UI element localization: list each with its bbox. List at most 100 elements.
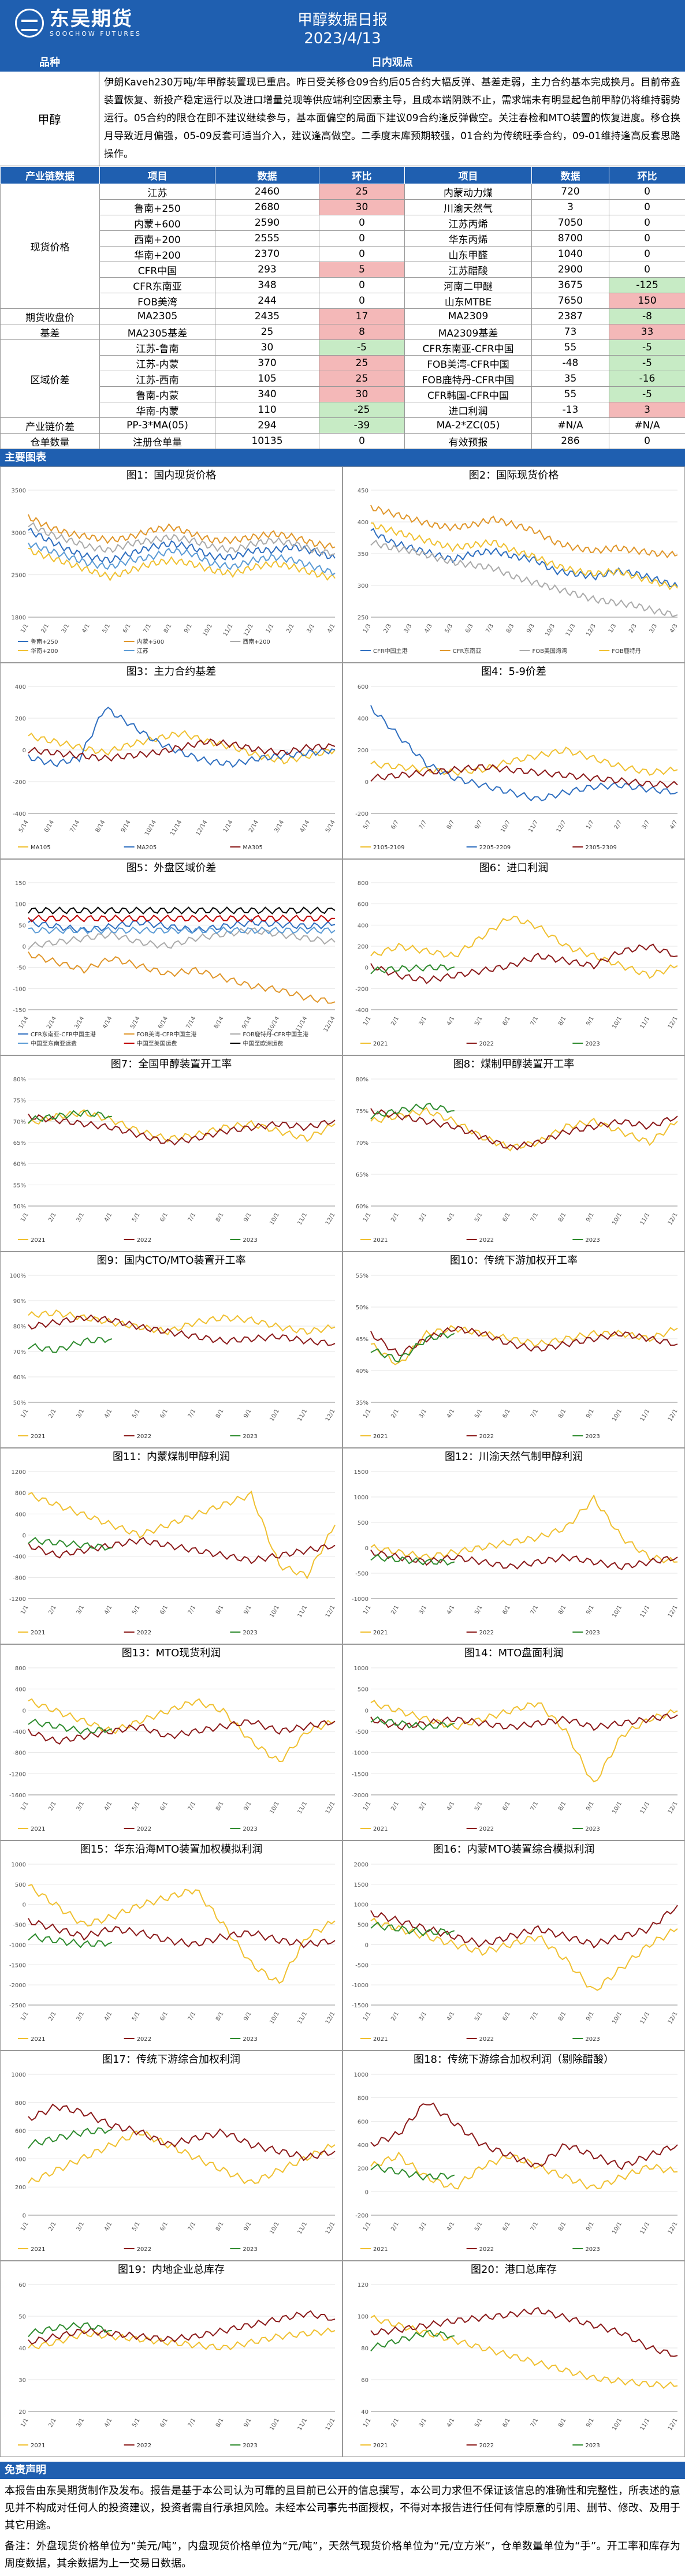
x-tick-label: 5/1	[131, 1604, 142, 1615]
y-tick-label: 40	[361, 2409, 368, 2416]
y-tick-label: -800	[13, 1575, 26, 1581]
legend-label: 2022	[137, 2246, 151, 2253]
x-tick-label: 3/1	[76, 2011, 86, 2022]
value-cell: 2555	[215, 231, 319, 247]
legend-label: 2023	[585, 2246, 600, 2253]
x-tick-label: 10/1	[269, 1408, 281, 1423]
view-row: 甲醇 伊朗Kaveh230万吨/年甲醇装置现已重启。昨日受关移仓09合约后05合…	[0, 72, 685, 166]
x-tick-label: 9/7	[474, 819, 484, 830]
series-line	[371, 1550, 677, 1570]
item-cell: 山东甲醛	[405, 247, 532, 262]
value-cell: 340	[215, 387, 319, 402]
y-tick-label: 80%	[356, 1077, 368, 1083]
x-tick-label: 1/1	[20, 1408, 30, 1419]
view-header-bar: 品种 日内观点	[0, 54, 685, 72]
series-line	[371, 1717, 455, 1730]
legend-label: 2022	[137, 1826, 151, 1832]
item-cell: CFR东南亚-CFR中国	[405, 340, 532, 356]
chart-title: 图6：进口利润	[343, 860, 684, 877]
item-cell: 鲁南-内蒙	[100, 387, 215, 402]
y-tick-label: 800	[358, 2096, 368, 2102]
y-tick-label: 3000	[12, 530, 26, 536]
x-tick-label: 12/1	[325, 2221, 337, 2235]
x-tick-label: 1/1	[362, 1212, 373, 1223]
item-cell: 华南+200	[100, 247, 215, 262]
x-tick-label: 7/1	[530, 1016, 540, 1026]
series-line	[371, 965, 455, 974]
x-tick-label: 3/7	[641, 819, 652, 830]
y-tick-label: 45%	[356, 1336, 368, 1343]
x-tick-label: 1/1	[362, 2221, 373, 2232]
y-tick-label: 65%	[13, 1140, 26, 1147]
table-header-cell: 环比	[609, 167, 685, 184]
x-tick-label: 7/1	[530, 2417, 540, 2428]
x-tick-label: 3/1	[61, 623, 71, 634]
y-tick-label: 1000	[354, 1902, 368, 1909]
x-tick-label: 8/1	[557, 2011, 568, 2022]
x-tick-label: 12/1	[325, 2417, 337, 2432]
y-tick-label: -1200	[9, 1596, 26, 1603]
series-line	[28, 1918, 335, 1948]
x-tick-label: 6/14	[43, 819, 55, 834]
change-cell: 30	[319, 387, 405, 402]
item-cell: 山东MTBE	[405, 293, 532, 309]
y-tick-label: 0	[365, 1545, 368, 1552]
value-cell: 2370	[215, 247, 319, 262]
x-tick-label: 6/14	[157, 1016, 169, 1030]
x-tick-label: 7/1	[187, 1604, 198, 1615]
value-cell: 244	[215, 293, 319, 309]
change-cell: -8	[609, 309, 685, 324]
x-tick-label: 11/1	[639, 1016, 652, 1030]
y-tick-label: 200	[15, 716, 26, 722]
y-tick-label: 55%	[356, 1273, 368, 1279]
x-tick-label: 6/1	[159, 1408, 169, 1419]
x-tick-label: 10/1	[269, 1212, 281, 1226]
y-tick-label: -400	[13, 1554, 26, 1560]
y-tick-label: 40	[18, 2346, 26, 2352]
y-tick-label: 65%	[356, 1172, 368, 1178]
value-cell: 7050	[532, 215, 609, 231]
x-tick-label: 4/1	[103, 1604, 114, 1615]
y-tick-label: 600	[358, 902, 368, 908]
legend-label: 2023	[585, 1237, 600, 1244]
x-tick-label: 5/1	[131, 2221, 142, 2232]
x-tick-label: 4/14	[102, 1016, 114, 1030]
legend-label: 2022	[137, 1433, 151, 1440]
change-cell: 25	[319, 371, 405, 387]
x-tick-label: 12/1	[667, 1604, 679, 1619]
x-tick-label: 12/1	[667, 1016, 679, 1030]
series-line	[28, 2104, 335, 2160]
x-tick-label: 1/3	[362, 623, 373, 634]
disclaimer-text: 本报告由东吴期货制作及发布。报告是基于本公司认为可靠的且目前已公开的信息撰写，本…	[0, 2479, 685, 2538]
x-tick-label: 1/1	[362, 1801, 373, 1812]
x-tick-label: 12/3	[585, 623, 597, 637]
legend-label: 2023	[585, 2036, 600, 2043]
y-tick-label: 500	[358, 1520, 368, 1526]
legend-label: 2021	[373, 1630, 388, 1636]
series-line	[371, 2308, 677, 2356]
y-tick-label: -1000	[9, 1942, 26, 1948]
chart-title: 图3：主力合约基差	[1, 663, 342, 681]
x-tick-label: 11/1	[297, 2417, 309, 2432]
x-tick-label: 10/1	[611, 2221, 623, 2235]
chart-title: 图18：传统下游综合加权利润（剔除醋酸）	[343, 2051, 684, 2069]
x-tick-label: 3/1	[306, 623, 317, 634]
y-tick-label: 0	[23, 944, 26, 950]
x-tick-label: 6/1	[501, 1604, 512, 1615]
item-cell: FOB鹿特丹-CFR中国	[405, 371, 532, 387]
value-cell: 55	[532, 340, 609, 356]
y-tick-label: 50	[18, 2314, 26, 2320]
legend-label: 华南+200	[31, 647, 58, 655]
